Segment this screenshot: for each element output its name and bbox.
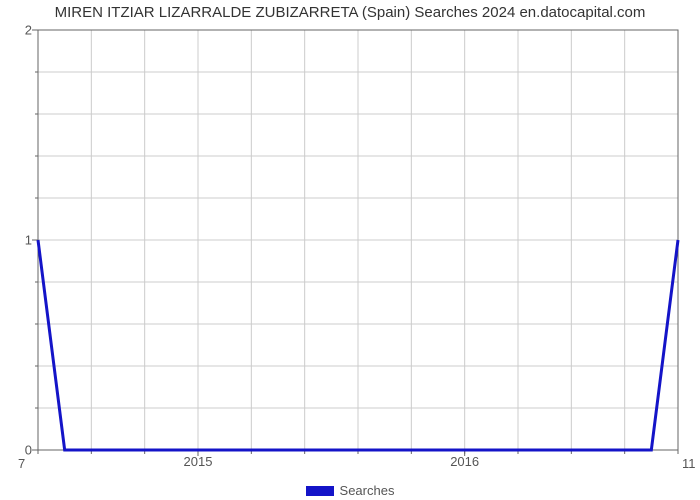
y-tick-label: 1 — [25, 233, 38, 248]
legend: Searches — [0, 483, 700, 498]
y-tick-label: 2 — [25, 23, 38, 38]
chart-container: MIREN ITZIAR LIZARRALDE ZUBIZARRETA (Spa… — [0, 0, 700, 500]
x-tick-label: 2015 — [184, 450, 213, 469]
chart-title: MIREN ITZIAR LIZARRALDE ZUBIZARRETA (Spa… — [0, 4, 700, 21]
plot-svg — [38, 30, 678, 450]
legend-label: Searches — [340, 483, 395, 498]
x-tick-label: 2016 — [450, 450, 479, 469]
plot-area: 01220152016711 — [38, 30, 678, 450]
corner-label-left: 7 — [18, 456, 25, 471]
legend-swatch — [306, 486, 334, 496]
corner-label-right: 11 — [682, 456, 696, 471]
y-tick-label: 0 — [25, 443, 38, 458]
